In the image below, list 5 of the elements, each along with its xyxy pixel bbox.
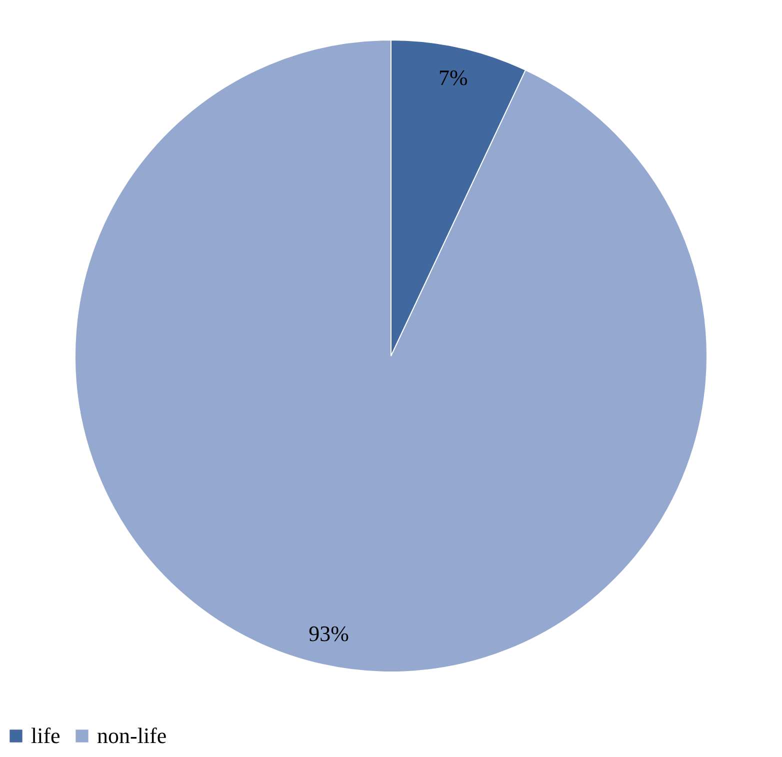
data-label: 7% xyxy=(438,64,468,90)
legend-label: non-life xyxy=(97,723,167,748)
pie-slice xyxy=(74,40,708,672)
legend-label: life xyxy=(31,723,60,748)
data-label: 93% xyxy=(308,621,349,646)
